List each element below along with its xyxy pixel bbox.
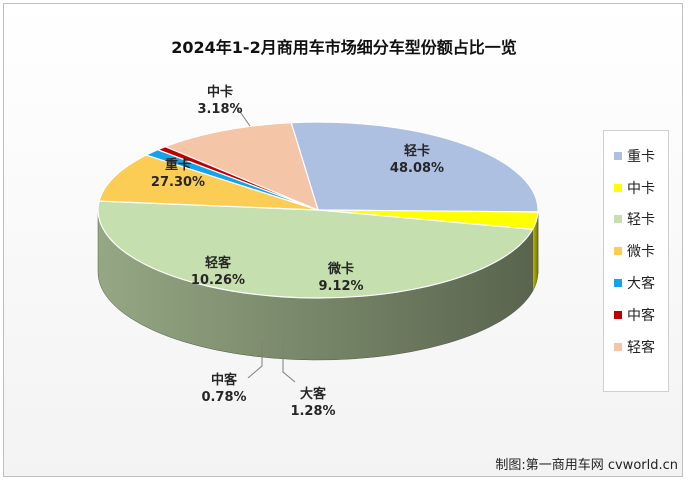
data-label-value: 48.08% bbox=[389, 161, 445, 176]
data-label-name: 中客 bbox=[210, 373, 237, 388]
legend-item-重卡: 重卡 bbox=[604, 140, 668, 172]
pie-slice-轻卡 bbox=[97, 200, 534, 299]
legend-swatch bbox=[614, 151, 622, 160]
credit-text: 制图:第一商用车网 cvworld.cn bbox=[495, 458, 678, 473]
legend-item-轻卡: 轻卡 bbox=[604, 204, 668, 236]
legend-swatch bbox=[614, 183, 622, 192]
data-label-value: 0.78% bbox=[201, 390, 247, 405]
data-label-name: 重卡 bbox=[164, 158, 191, 173]
legend-swatch bbox=[614, 279, 622, 288]
legend-swatch bbox=[614, 310, 622, 319]
legend-label: 微卡 bbox=[627, 244, 655, 261]
data-label-name: 轻卡 bbox=[403, 144, 430, 159]
legend-swatch bbox=[614, 247, 622, 256]
data-label-name: 大客 bbox=[299, 387, 326, 402]
data-label-中客: 中客 0.78% bbox=[184, 372, 264, 406]
legend-item-轻客: 轻客 bbox=[604, 331, 668, 363]
legend-label: 轻客 bbox=[627, 339, 655, 356]
legend-item-中客: 中客 bbox=[604, 299, 668, 331]
legend-label: 重卡 bbox=[627, 148, 655, 165]
data-label-大客: 大客 1.28% bbox=[273, 386, 353, 420]
leader-line-大客 bbox=[282, 342, 296, 383]
data-label-value: 27.30% bbox=[150, 175, 206, 190]
data-label-value: 1.28% bbox=[290, 404, 336, 419]
data-label-轻卡: 轻卡 48.08% bbox=[377, 143, 457, 177]
chart-title: 2024年1-2月商用车市场细分车型份额占比一览 bbox=[171, 38, 517, 57]
pie-slice-重卡 bbox=[290, 121, 539, 213]
legend: 重卡中卡轻卡微卡大客中客轻客 bbox=[603, 130, 669, 392]
legend-label: 轻卡 bbox=[627, 212, 655, 229]
legend-item-中卡: 中卡 bbox=[604, 172, 668, 204]
pie-slice-轻客 bbox=[163, 122, 319, 212]
leader-line-中客 bbox=[247, 342, 263, 379]
data-label-value: 9.12% bbox=[318, 279, 364, 294]
data-label-name: 微卡 bbox=[327, 262, 354, 277]
legend-label: 中客 bbox=[627, 307, 655, 324]
data-label-轻客: 轻客 10.26% bbox=[178, 255, 258, 289]
legend-swatch bbox=[614, 342, 622, 351]
data-label-value: 10.26% bbox=[190, 273, 246, 288]
pie-slice-微卡 bbox=[98, 154, 319, 211]
data-label-微卡: 微卡 9.12% bbox=[301, 261, 381, 295]
data-label-中卡: 中卡 3.18% bbox=[180, 84, 260, 118]
legend-label: 大客 bbox=[627, 276, 655, 293]
legend-label: 中卡 bbox=[627, 180, 655, 197]
data-label-name: 中卡 bbox=[206, 85, 233, 100]
data-label-name: 轻客 bbox=[204, 256, 231, 271]
legend-item-大客: 大客 bbox=[604, 267, 668, 299]
legend-item-微卡: 微卡 bbox=[604, 235, 668, 267]
data-label-重卡: 重卡 27.30% bbox=[138, 157, 218, 191]
leader-line-中卡 bbox=[235, 105, 251, 127]
legend-swatch bbox=[614, 215, 622, 224]
data-label-value: 3.18% bbox=[197, 102, 243, 117]
